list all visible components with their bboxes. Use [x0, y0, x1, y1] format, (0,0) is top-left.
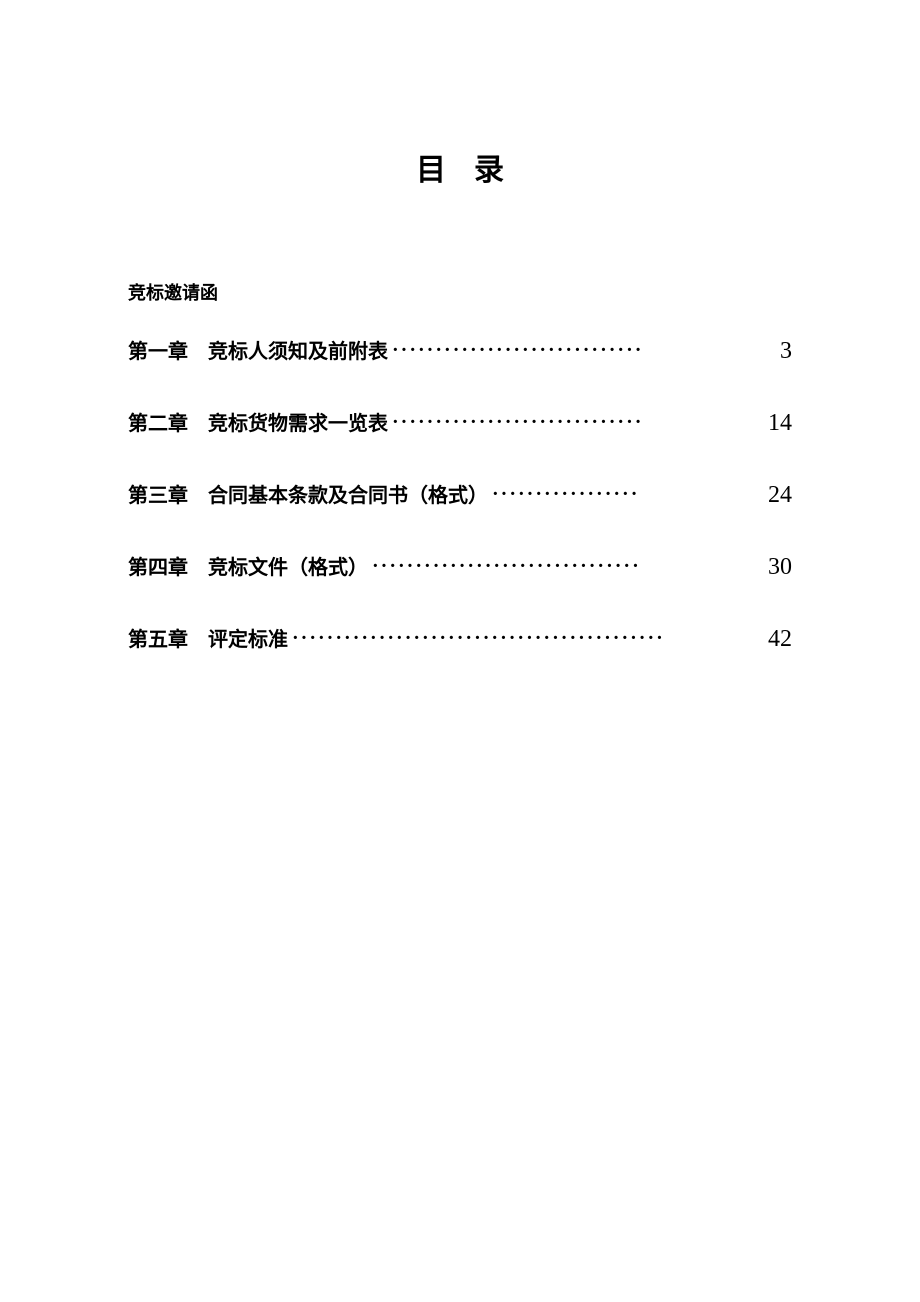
- chapter-title: 竞标文件（格式）: [208, 551, 368, 580]
- toc-entry: 第一章 竞标人须知及前附表 ··························…: [128, 335, 792, 365]
- page-title: 目录: [128, 145, 792, 189]
- chapter-label: 第四章: [128, 551, 188, 580]
- toc-entry: 第三章 合同基本条款及合同书（格式） ················· 24: [128, 479, 792, 509]
- chapter-label: 第五章: [128, 623, 188, 652]
- toc-entry: 第二章 竞标货物需求一览表 ··························…: [128, 407, 792, 437]
- section-heading: 竞标邀请函: [128, 279, 792, 305]
- chapter-label: 第二章: [128, 407, 188, 436]
- leader-dots: ·················: [492, 483, 760, 506]
- chapter-title: 竞标人须知及前附表: [208, 335, 388, 364]
- page-number: 30: [764, 554, 792, 581]
- chapter-label: 第一章: [128, 335, 188, 364]
- leader-dots: ·····························: [392, 339, 760, 362]
- leader-dots: ·······························: [372, 555, 760, 578]
- chapter-title: 合同基本条款及合同书（格式）: [208, 479, 488, 508]
- toc-entry: 第四章 竞标文件（格式） ···························…: [128, 551, 792, 581]
- page-number: 3: [764, 338, 792, 365]
- page-number: 42: [764, 626, 792, 653]
- document-page: 目录 竞标邀请函 第一章 竞标人须知及前附表 ·················…: [0, 0, 920, 653]
- chapter-label: 第三章: [128, 479, 188, 508]
- toc-entry: 第五章 评定标准 ·······························…: [128, 623, 792, 653]
- chapter-title: 竞标货物需求一览表: [208, 407, 388, 436]
- toc-list: 第一章 竞标人须知及前附表 ··························…: [128, 335, 792, 653]
- chapter-title: 评定标准: [208, 623, 288, 652]
- page-number: 24: [764, 482, 792, 509]
- leader-dots: ·····························: [392, 411, 760, 434]
- page-number: 14: [764, 410, 792, 437]
- leader-dots: ········································…: [292, 627, 760, 650]
